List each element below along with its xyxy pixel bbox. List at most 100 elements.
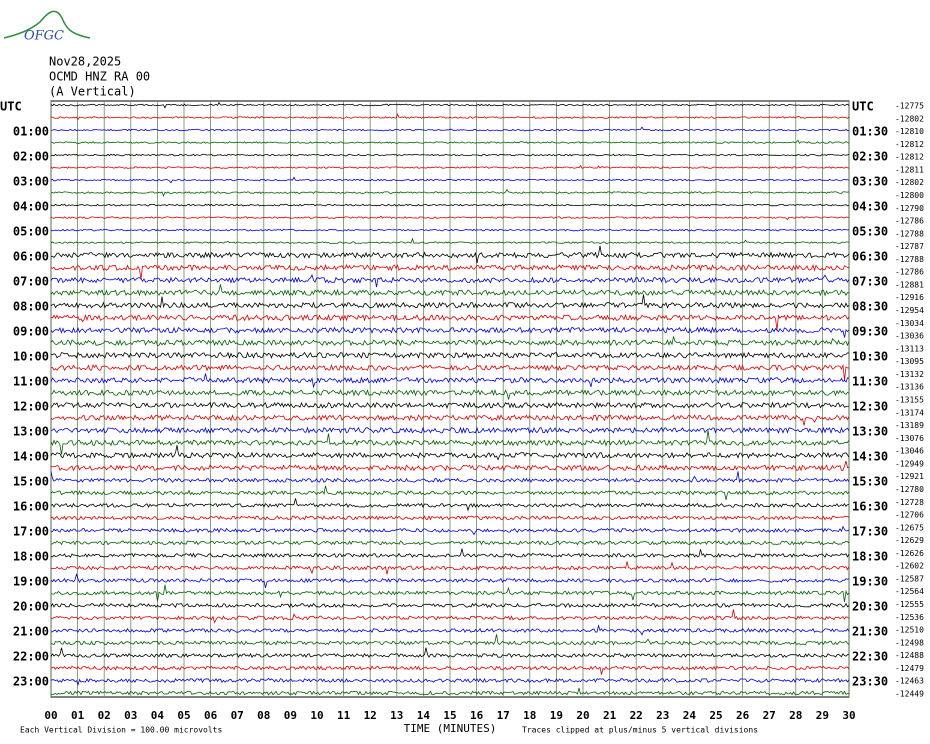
x-tick-label: 06	[204, 709, 218, 722]
offset-label: -12881	[895, 280, 924, 289]
x-tick-label: 23	[656, 709, 669, 722]
trace	[50, 176, 850, 184]
x-tick-label: 19	[550, 709, 563, 722]
x-tick-label: 17	[497, 709, 510, 722]
offset-label: -12706	[895, 511, 924, 520]
right-time-label: 02:30	[852, 150, 888, 164]
left-time-label: 22:00	[13, 650, 49, 664]
left-time-label: 18:00	[13, 550, 49, 564]
left-time-label: 11:00	[13, 375, 49, 389]
left-time-label: 03:00	[13, 175, 49, 189]
trace	[50, 677, 850, 686]
right-time-label: 17:30	[852, 525, 888, 539]
offset-label: -12811	[895, 165, 924, 174]
trace	[50, 273, 850, 288]
trace	[50, 237, 850, 244]
trace	[50, 609, 850, 624]
left-time-label: 07:00	[13, 275, 49, 289]
x-tick-label: 12	[364, 709, 377, 722]
offset-label: -12510	[895, 626, 924, 635]
offset-label: -12626	[895, 549, 924, 558]
offset-label: -12449	[895, 690, 924, 699]
trace	[50, 263, 850, 280]
x-tick-label: 11	[337, 709, 351, 722]
logo-text: OFGC	[24, 29, 64, 44]
offset-label: -13113	[895, 344, 924, 353]
trace	[50, 215, 850, 220]
offset-label: -12602	[895, 562, 924, 571]
left-time-label: 20:00	[13, 600, 49, 614]
x-tick-label: 09	[284, 709, 297, 722]
right-time-label: 09:30	[852, 325, 888, 339]
right-time-label: 19:30	[852, 575, 888, 589]
trace	[50, 548, 850, 558]
trace	[50, 139, 850, 145]
offset-label: -12810	[895, 127, 924, 136]
offset-label: -12916	[895, 293, 924, 302]
right-time-label: 06:30	[852, 250, 888, 264]
right-time-label: 22:30	[852, 650, 888, 664]
offset-label: -12954	[895, 306, 924, 315]
offset-label: -13095	[895, 357, 924, 366]
offset-label: -13189	[895, 421, 924, 430]
right-time-label: 11:30	[852, 375, 888, 389]
offset-label: -13036	[895, 332, 924, 341]
trace	[50, 326, 850, 338]
trace	[50, 445, 850, 461]
left-time-label: 10:00	[13, 350, 49, 364]
footer-left: Each Vertical Division = 100.00 microvol…	[20, 726, 222, 735]
left-time-label: 06:00	[13, 250, 49, 264]
offset-label: -12949	[895, 459, 924, 468]
date: Nov28,2025	[49, 55, 121, 69]
x-tick-label: 13	[390, 709, 403, 722]
offset-label: -12780	[895, 485, 924, 494]
trace	[50, 471, 850, 484]
offset-label: -12800	[895, 191, 924, 200]
offset-label: -13034	[895, 319, 924, 328]
left-time-label: 02:00	[13, 150, 49, 164]
offset-label: -13155	[895, 396, 924, 405]
left-time-label: 04:00	[13, 200, 49, 214]
left-time-label: 14:00	[13, 450, 49, 464]
component: (A Vertical)	[49, 85, 136, 99]
trace	[50, 389, 850, 400]
x-axis-label: TIME (MINUTES)	[404, 722, 497, 735]
trace	[50, 624, 850, 636]
left-time-label: UTC	[0, 100, 22, 114]
trace	[50, 584, 850, 602]
offset-label: -12790	[895, 204, 924, 213]
offset-label: -12812	[895, 153, 924, 162]
right-time-label: 18:30	[852, 550, 888, 564]
offset-label: -12555	[895, 600, 924, 609]
x-tick-label: 20	[576, 709, 589, 722]
trace	[50, 313, 850, 331]
offset-label: -12788	[895, 255, 924, 264]
right-time-label: UTC	[852, 100, 874, 114]
x-tick-label: 27	[763, 709, 776, 722]
offset-label: -12788	[895, 229, 924, 238]
offset-label: -12587	[895, 574, 924, 583]
x-tick-label: 22	[630, 709, 643, 722]
x-tick-label: 05	[177, 709, 190, 722]
trace	[50, 126, 850, 132]
trace	[50, 498, 850, 512]
x-tick-label: 07	[231, 709, 244, 722]
trace	[50, 351, 850, 360]
trace	[50, 101, 850, 109]
trace	[50, 430, 850, 455]
right-time-label: 12:30	[852, 400, 888, 414]
trace	[50, 363, 850, 381]
left-time-label: 16:00	[13, 500, 49, 514]
offset-label: -13046	[895, 447, 924, 456]
x-tick-label: 28	[789, 709, 802, 722]
offset-label: -12479	[895, 664, 924, 673]
station: OCMD HNZ RA 00	[49, 70, 150, 84]
offset-label: -12536	[895, 613, 924, 622]
x-tick-label: 25	[709, 709, 722, 722]
left-time-label: 12:00	[13, 400, 49, 414]
trace	[50, 336, 850, 347]
offset-label: -12775	[895, 102, 924, 111]
logo-mark	[3, 10, 91, 39]
trace	[50, 647, 850, 659]
